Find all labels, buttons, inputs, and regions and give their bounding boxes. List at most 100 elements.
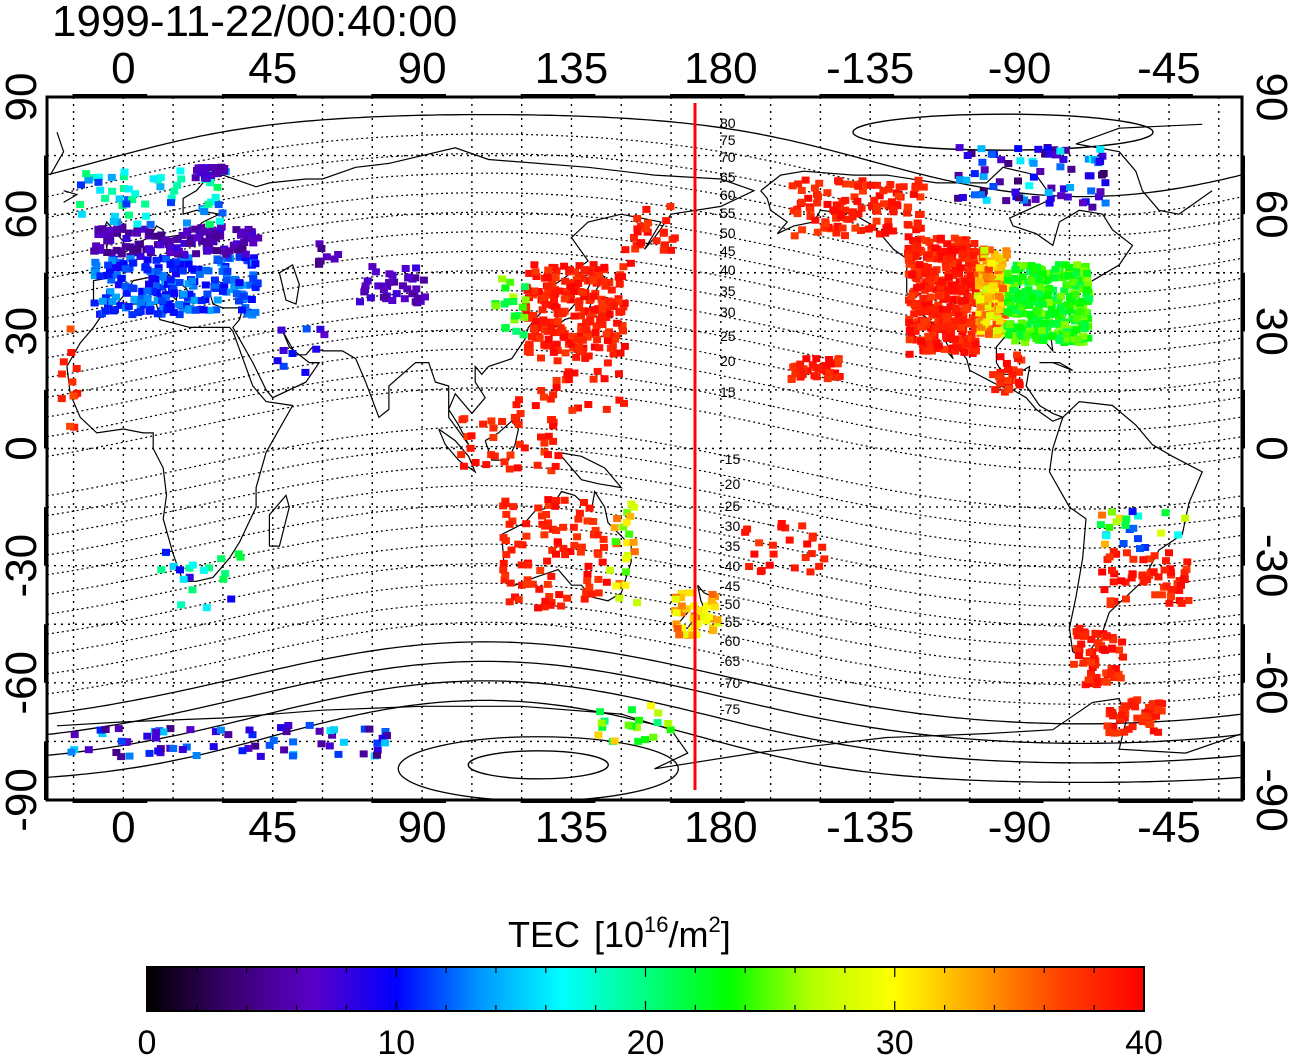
tec-cell	[317, 740, 326, 748]
tec-cell	[954, 312, 963, 320]
tec-cell	[363, 277, 372, 285]
mlat-contour	[46, 602, 1243, 686]
tec-cell	[411, 274, 420, 282]
tec-cell	[385, 279, 394, 286]
tec-cell	[126, 243, 135, 251]
tec-cell	[995, 317, 1004, 325]
tec-cell	[598, 312, 606, 320]
lon-tick-label: -135	[826, 44, 914, 93]
tec-cell	[253, 279, 262, 287]
colorbar-title-text: TEC	[508, 914, 580, 955]
tec-cell	[909, 237, 918, 245]
tec-cell	[189, 282, 198, 290]
tec-cell	[567, 340, 576, 348]
tec-cell	[1127, 574, 1136, 582]
tec-cell	[913, 242, 922, 250]
tec-cell	[884, 185, 893, 193]
tec-cell	[403, 285, 412, 293]
coastline-madagascar	[268, 494, 290, 547]
tec-cell	[1105, 553, 1114, 561]
tec-cell	[381, 728, 390, 735]
tec-cell	[927, 324, 936, 332]
mlat-label: -50	[720, 596, 740, 612]
tec-cell	[408, 290, 417, 298]
tec-cell	[77, 181, 85, 189]
tec-cell	[251, 742, 260, 750]
tec-cell	[915, 261, 924, 269]
tec-cell	[509, 503, 518, 511]
tec-cell	[177, 175, 186, 183]
tec-cell	[1015, 368, 1023, 376]
tec-cell	[560, 333, 569, 341]
tec-cell	[875, 230, 884, 238]
tec-cell	[1061, 335, 1070, 343]
tec-cell	[590, 343, 599, 351]
tec-cell	[70, 423, 79, 431]
tec-cell	[1056, 163, 1065, 171]
tec-cell	[905, 336, 914, 344]
tec-cell	[1082, 274, 1091, 282]
tec-cell	[619, 327, 627, 335]
tec-cell	[1072, 315, 1081, 323]
tec-cell	[559, 523, 568, 531]
tec-cell	[1091, 661, 1099, 669]
tec-cell	[1061, 261, 1070, 269]
tec-cell	[575, 509, 584, 517]
tec-cell	[580, 266, 589, 274]
tec-cell	[518, 541, 527, 549]
tec-cell	[540, 603, 549, 611]
tec-cell	[149, 175, 158, 183]
tec-cell	[1029, 159, 1038, 167]
tec-cell	[1044, 299, 1053, 307]
tec-cell	[211, 281, 220, 289]
tec-cell	[529, 324, 538, 332]
tec-cell	[941, 291, 950, 299]
tec-cell	[238, 747, 247, 755]
tec-cell	[112, 271, 121, 279]
tec-cell	[907, 293, 916, 301]
tec-cell	[1028, 289, 1037, 297]
tec-cell	[931, 321, 940, 329]
tec-cell	[191, 306, 200, 314]
tec-cell	[198, 237, 207, 245]
tec-cell	[76, 201, 85, 208]
tec-cell	[109, 217, 118, 225]
tec-cell	[265, 741, 274, 749]
tec-cell	[176, 263, 185, 271]
tec-cell	[368, 263, 377, 271]
tec-cell	[280, 746, 289, 754]
tec-cell	[141, 200, 150, 208]
tec-cell	[1021, 339, 1030, 346]
tec-cell	[544, 266, 553, 274]
tec-cell	[121, 282, 130, 290]
tec-cell	[101, 307, 110, 315]
tec-cell	[154, 747, 163, 755]
tec-cell	[993, 327, 1002, 335]
tec-cell	[249, 271, 258, 279]
tec-cell	[570, 541, 579, 549]
tec-cell	[976, 296, 985, 304]
tec-cell	[1129, 555, 1138, 563]
tec-cell	[130, 295, 139, 303]
tec-cell	[273, 357, 282, 365]
tec-cell	[609, 350, 618, 358]
top-longitude-ticks: 0 45 90 135 180 -135 -90 -45	[72, 44, 1201, 100]
tec-cell	[578, 336, 587, 344]
tec-cell	[993, 259, 1002, 267]
tec-cell	[708, 591, 717, 598]
tec-cell	[499, 534, 508, 542]
tec-cell	[1050, 146, 1059, 154]
tec-cell	[812, 364, 821, 372]
tec-cell	[458, 416, 467, 424]
tec-cell	[1105, 729, 1114, 737]
tec-cell	[1079, 632, 1088, 640]
tec-cell	[1087, 636, 1096, 643]
tec-cell	[108, 187, 117, 195]
tec-cell	[90, 247, 99, 255]
tec-cell	[235, 279, 244, 287]
tec-cell	[818, 543, 827, 551]
tec-cell	[512, 401, 521, 409]
tec-cell	[405, 273, 413, 281]
tec-cell	[143, 256, 152, 264]
tec-cell	[997, 274, 1006, 281]
